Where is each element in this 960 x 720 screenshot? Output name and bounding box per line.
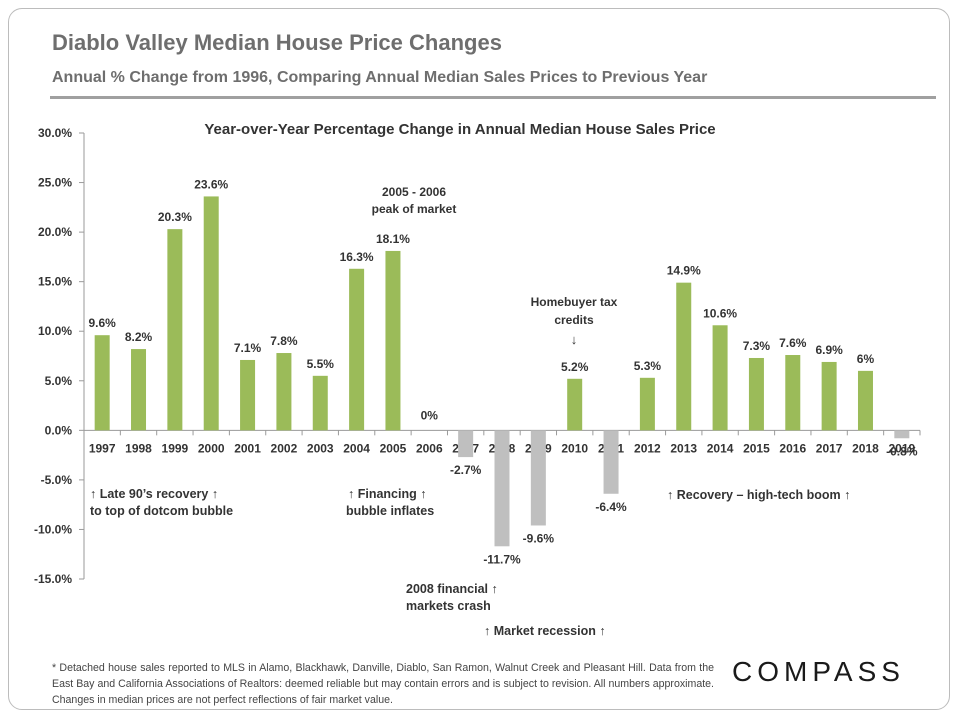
x-tick-label: 2017 xyxy=(816,441,843,455)
x-tick-label: 2014 xyxy=(707,441,734,455)
bar-2003 xyxy=(312,375,328,431)
annotation-late90s-line1: ↑ Late 90’s recovery ↑ xyxy=(90,487,218,501)
bar-2012 xyxy=(639,377,655,431)
y-tick-label: -15.0% xyxy=(34,572,72,586)
value-label-2014: 10.6% xyxy=(703,306,737,320)
value-label-2018: 6% xyxy=(857,352,875,366)
bar-2007 xyxy=(458,430,474,458)
value-label-1997: 9.6% xyxy=(88,316,116,330)
x-tick-label: 2018 xyxy=(852,441,879,455)
value-label-2010: 5.2% xyxy=(561,360,589,374)
page-title: Diablo Valley Median House Price Changes xyxy=(52,30,502,55)
annotation-crash-line1: 2008 financial ↑ xyxy=(406,582,498,596)
annotation-tax-line2: credits xyxy=(554,313,594,327)
value-label-2003: 5.5% xyxy=(307,357,335,371)
bar-1997 xyxy=(94,335,110,431)
x-tick-label: 1998 xyxy=(125,441,152,455)
value-label-2011: -6.4% xyxy=(595,500,627,514)
value-label-2016: 7.6% xyxy=(779,336,807,350)
y-tick-label: 20.0% xyxy=(38,225,72,239)
value-labels: 9.6% 8.2% 20.3% 23.6% 7.1% 7.8% 5.5% 16.3%18.1%… xyxy=(88,177,917,566)
x-tick-label: 1997 xyxy=(89,441,116,455)
annotation-tax-arrow: ↓ xyxy=(571,332,578,347)
annotation-late90s-line2: to top of dotcom bubble xyxy=(90,504,233,518)
bar-2009 xyxy=(530,430,546,526)
bar-2008 xyxy=(494,430,510,547)
bar-2005 xyxy=(385,250,401,431)
x-tick-label: 2006 xyxy=(416,441,443,455)
value-label-1998: 8.2% xyxy=(125,330,153,344)
value-label-2019: -0.8% xyxy=(886,444,918,458)
bar-2000 xyxy=(203,196,219,431)
value-label-2007: -2.7% xyxy=(450,463,482,477)
x-tick-label: 2010 xyxy=(561,441,588,455)
value-label-2017: 6.9% xyxy=(815,343,843,357)
header-divider xyxy=(50,96,936,99)
x-tick-label: 2001 xyxy=(234,441,261,455)
y-tick-label: -5.0% xyxy=(41,473,73,487)
bar-2019 xyxy=(894,430,910,439)
value-label-1999: 20.3% xyxy=(158,210,192,224)
x-tick-label: 2012 xyxy=(634,441,661,455)
value-label-2001: 7.1% xyxy=(234,341,262,355)
value-label-2000: 23.6% xyxy=(194,177,228,191)
y-tick-label: -10.0% xyxy=(34,522,72,536)
x-tick-label: 2002 xyxy=(271,441,298,455)
bar-2017 xyxy=(821,361,837,431)
x-tick-label: 2013 xyxy=(670,441,697,455)
x-tick-label: 2003 xyxy=(307,441,334,455)
bar-2018 xyxy=(857,370,873,431)
annotation-recovery: ↑ Recovery – high-tech boom ↑ xyxy=(667,488,850,502)
y-tick-label: 0.0% xyxy=(45,423,73,437)
bar-1998 xyxy=(131,349,147,431)
annotation-financing-line2: bubble inflates xyxy=(346,504,434,518)
x-tick-label: 1999 xyxy=(162,441,189,455)
annotation-recession: ↑ Market recession ↑ xyxy=(484,624,606,638)
slide-frame xyxy=(8,8,950,710)
value-label-2005: 18.1% xyxy=(376,232,410,246)
y-tick-label: 10.0% xyxy=(38,324,72,338)
bar-2002 xyxy=(276,353,292,431)
value-label-2004: 16.3% xyxy=(340,250,374,264)
value-label-2013: 14.9% xyxy=(667,264,701,278)
bar-2004 xyxy=(349,268,365,431)
x-tick-label: 2000 xyxy=(198,441,225,455)
value-label-2008: -11.7% xyxy=(483,552,521,566)
x-tick-label: 2004 xyxy=(343,441,370,455)
bar-2013 xyxy=(676,282,692,431)
annotation-crash-line2: markets crash xyxy=(406,599,491,613)
bar-2016 xyxy=(785,355,801,431)
annotation-financing-line1: ↑ Financing ↑ xyxy=(348,487,426,501)
value-label-2006: 0% xyxy=(421,408,439,422)
annotation-tax-line1: Homebuyer tax xyxy=(531,295,618,309)
y-axis: 30.0% 25.0% 20.0% 15.0% 10.0% 5.0% 0.0% -5.0% -1… xyxy=(34,126,85,586)
bar-1999 xyxy=(167,229,183,431)
x-tick-label: 2019 xyxy=(888,441,915,455)
y-tick-label: 25.0% xyxy=(38,176,72,190)
x-tick-label: 2016 xyxy=(779,441,806,455)
bars xyxy=(94,196,910,547)
chart-title: Year-over-Year Percentage Change in Annu… xyxy=(204,121,715,138)
page-subtitle: Annual % Change from 1996, Comparing Ann… xyxy=(52,69,708,86)
footnote: * Detached house sales reported to MLS i… xyxy=(52,662,714,706)
bar-2015 xyxy=(748,357,764,431)
value-label-2012: 5.3% xyxy=(634,359,662,373)
y-tick-label: 5.0% xyxy=(45,374,73,388)
value-label-2009: -9.6% xyxy=(523,531,555,545)
value-label-2002: 7.8% xyxy=(270,334,298,348)
value-label-2015: 7.3% xyxy=(743,339,771,353)
compass-logo: COMPASS xyxy=(732,656,905,687)
bar-2001 xyxy=(240,359,256,431)
annotation-peak-line2: peak of market xyxy=(372,202,457,216)
bar-2010 xyxy=(567,378,583,431)
y-tick-label: 15.0% xyxy=(38,275,72,289)
x-tick-label: 2005 xyxy=(380,441,407,455)
bar-2011 xyxy=(603,430,619,494)
annotation-peak-line1: 2005 - 2006 xyxy=(382,185,446,199)
x-tick-label: 2015 xyxy=(743,441,770,455)
bar-2014 xyxy=(712,325,728,431)
y-tick-label: 30.0% xyxy=(38,126,72,140)
